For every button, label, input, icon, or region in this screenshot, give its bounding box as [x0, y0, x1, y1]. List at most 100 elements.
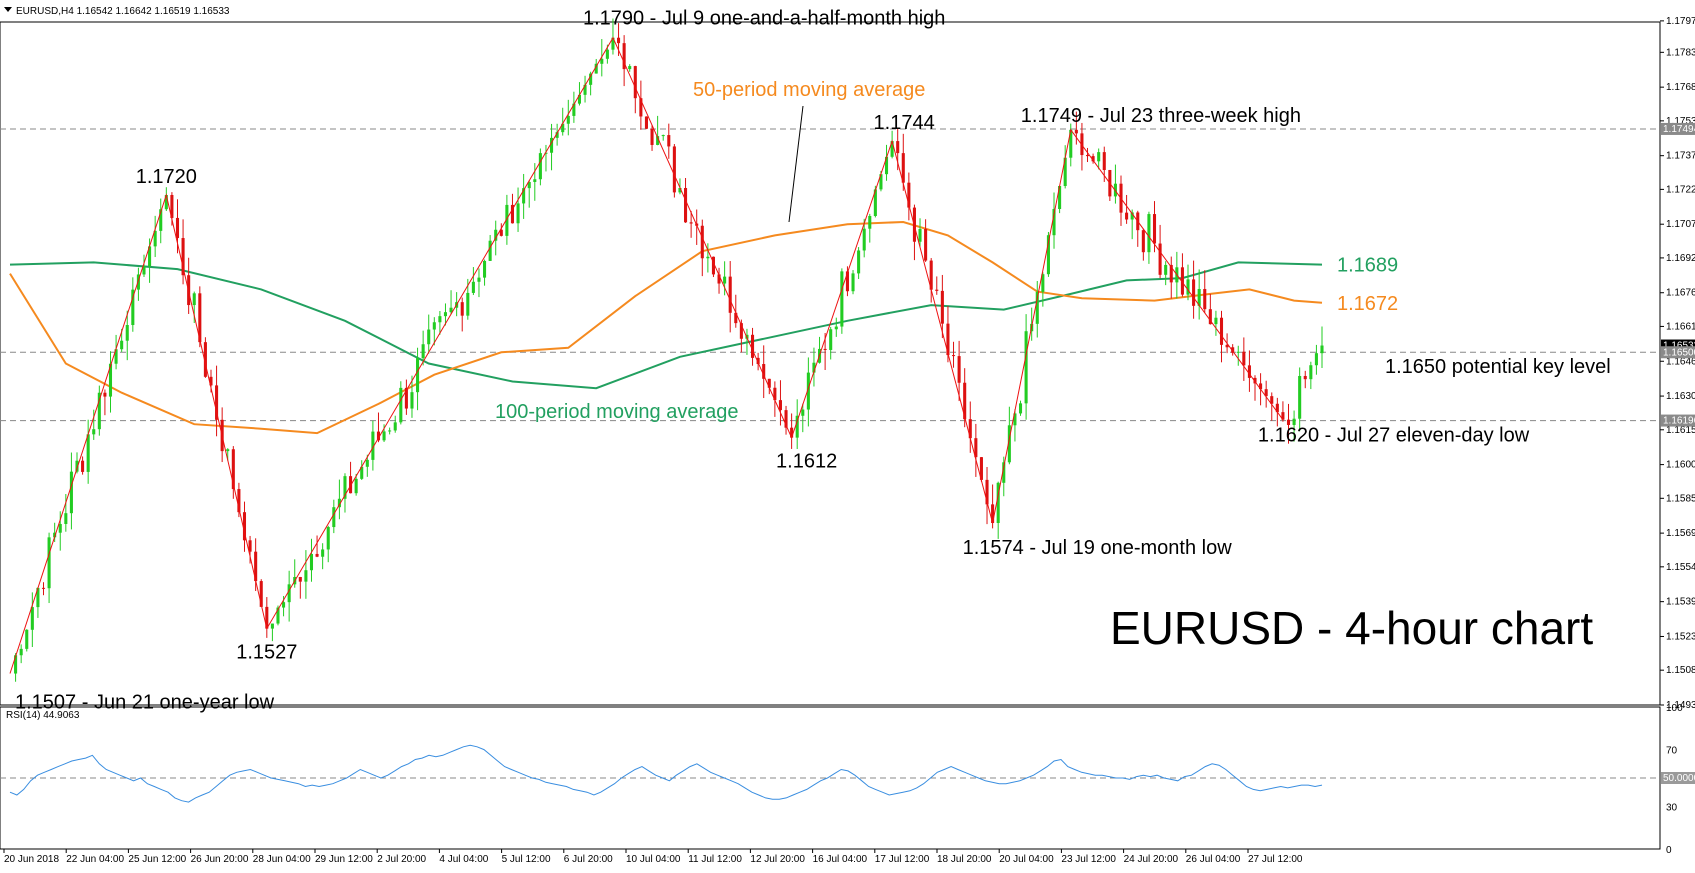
candle-body — [276, 607, 280, 624]
candle-body — [399, 387, 403, 423]
x-tick-label: 29 Jun 12:00 — [315, 854, 373, 865]
candle-body — [382, 431, 386, 441]
candle-body — [287, 584, 291, 603]
candle-body — [717, 274, 721, 284]
candle-body — [862, 228, 866, 251]
candle-body — [270, 623, 274, 629]
candle-body — [661, 135, 665, 137]
candle-body — [92, 429, 96, 435]
key-level-annotation: 1.1650 potential key level — [1385, 356, 1611, 378]
y-tick-label: 1.17680 — [1666, 82, 1695, 93]
candle-body — [728, 276, 732, 313]
candle-body — [254, 551, 258, 582]
pivot-label: 1.1790 - Jul 9 one-and-a-half-month high — [583, 8, 945, 30]
pivot-label: 1.1749 - Jul 23 three-week high — [1021, 105, 1301, 127]
y-tick-label: 1.15545 — [1666, 562, 1695, 573]
ma-end-label: 1.1689 — [1337, 255, 1398, 277]
candle-body — [242, 512, 247, 541]
candle-body — [510, 204, 515, 224]
zigzag-line — [9, 36, 1284, 674]
candle-body — [684, 187, 688, 223]
y-tick-label: 1.15235 — [1666, 631, 1695, 642]
candle-body — [689, 222, 693, 224]
pivot-label: 1.1574 - Jul 19 one-month low — [963, 537, 1233, 559]
candle-body — [215, 385, 219, 420]
chart-title: EURUSD - 4-hour chart — [1110, 602, 1593, 654]
candle-body — [47, 537, 51, 589]
candle-body — [572, 103, 576, 116]
candle-body — [790, 427, 794, 438]
candle-body — [488, 240, 492, 261]
candle-body — [449, 307, 453, 313]
candle-body — [1225, 344, 1229, 348]
candle-body — [1069, 129, 1073, 158]
candle-body — [365, 459, 369, 467]
pivot-label: 1.1620 - Jul 27 eleven-day low — [1258, 425, 1530, 447]
x-tick-label: 28 Jun 04:00 — [253, 854, 311, 865]
x-tick-label: 26 Jul 04:00 — [1186, 854, 1241, 865]
x-tick-label: 17 Jul 12:00 — [875, 854, 930, 865]
candle-body — [907, 182, 911, 208]
y-tick-label: 1.16615 — [1666, 321, 1695, 332]
candle-body — [376, 431, 381, 441]
candle-body — [935, 289, 939, 291]
rsi-panel-frame — [0, 706, 1661, 850]
price-panel-frame — [0, 21, 1661, 706]
candle-body — [834, 326, 838, 330]
candle-body — [650, 128, 654, 145]
y-tick-label: 1.17375 — [1666, 151, 1695, 162]
candle-body — [471, 281, 475, 293]
candle-body — [136, 274, 140, 290]
candle-body — [522, 188, 526, 204]
x-tick-label: 2 Jul 20:00 — [377, 854, 426, 865]
price-tag-label: 1.16533 — [1663, 341, 1695, 352]
candle-body — [778, 400, 782, 411]
candle-body — [1197, 288, 1201, 306]
candle-body — [1253, 377, 1257, 384]
candle-body — [69, 471, 73, 514]
candle-body — [75, 460, 79, 472]
candle-body — [795, 415, 799, 438]
candle-body — [505, 204, 509, 236]
candle-body — [644, 116, 648, 129]
candle-body — [326, 527, 330, 550]
candle-body — [600, 58, 604, 64]
ma100-line — [9, 261, 1323, 390]
x-tick-label: 23 Jul 12:00 — [1061, 854, 1116, 865]
candle-body — [845, 271, 849, 292]
candle-body — [1102, 152, 1106, 170]
candle-body — [103, 392, 107, 397]
candle-body — [36, 587, 40, 608]
candle-body — [25, 629, 29, 649]
candle-body — [1270, 396, 1274, 404]
candle-body — [209, 376, 213, 386]
candle-body — [1264, 389, 1268, 397]
candle-body — [1242, 351, 1246, 366]
candle-body — [1320, 345, 1324, 354]
candle-body — [265, 606, 269, 629]
ma100-annotation: 100-period moving average — [495, 401, 739, 423]
candle-body — [678, 187, 682, 193]
candle-body — [460, 302, 464, 316]
candle-body — [1186, 279, 1190, 295]
candle-body — [963, 382, 967, 420]
candle-body — [1013, 413, 1017, 426]
x-tick-label: 18 Jul 20:00 — [937, 854, 992, 865]
chart-menu-arrow-icon[interactable] — [4, 7, 12, 12]
candle-body — [404, 387, 408, 409]
x-tick-label: 16 Jul 04:00 — [813, 854, 868, 865]
x-tick-label: 27 Jul 12:00 — [1248, 854, 1303, 865]
candle-body — [734, 312, 738, 324]
candle-body — [466, 292, 470, 316]
candle-body — [555, 132, 559, 138]
candle-body — [343, 476, 347, 499]
candle-body — [577, 94, 581, 104]
candle-body — [823, 348, 827, 350]
candle-body — [656, 136, 660, 145]
price-tag-label: 1.16196 — [1663, 416, 1695, 427]
candle-body — [120, 340, 124, 350]
rsi-tick-label: 30 — [1666, 802, 1678, 813]
y-tick-label: 1.15390 — [1666, 597, 1695, 608]
ma50-line — [9, 220, 1323, 435]
x-tick-label: 20 Jul 04:00 — [999, 854, 1054, 865]
